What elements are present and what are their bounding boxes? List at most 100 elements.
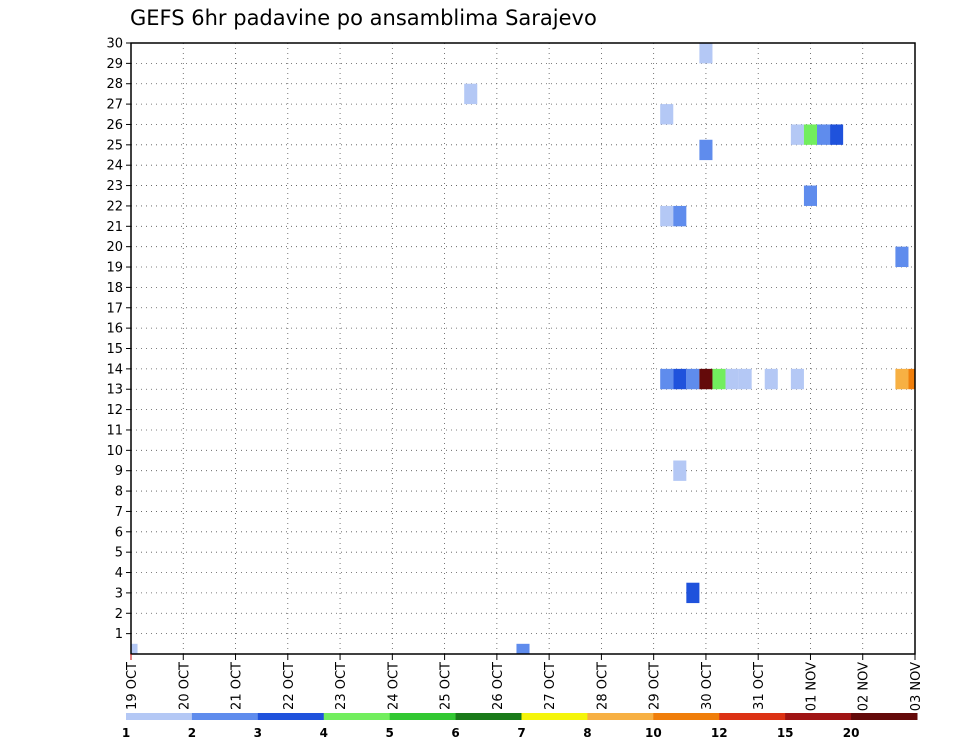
y-tick-label: 19 [106, 261, 123, 276]
y-tick-label: 5 [115, 546, 123, 561]
colorbar-swatch [719, 713, 786, 720]
colorbar-label: 3 [254, 726, 262, 740]
y-tick-label: 8 [115, 485, 123, 500]
y-tick-label: 4 [115, 566, 123, 581]
y-tick-label: 15 [106, 342, 123, 357]
colorbar-swatch [126, 713, 193, 720]
colorbar-label: 12 [711, 726, 728, 740]
colorbar-swatch [653, 713, 720, 720]
colorbar-swatch [587, 713, 654, 720]
x-tick-label: 28 OCT [595, 662, 610, 710]
data-cell [660, 205, 674, 227]
y-tick-label: 22 [106, 199, 123, 214]
x-tick-label: 01 NOV [804, 662, 819, 711]
colorbar-swatch [323, 713, 391, 720]
colorbar-label: 10 [645, 726, 662, 740]
y-tick-label: 11 [106, 423, 123, 438]
x-axis: 19 OCT 20 OCT 21 OCT 22 OCT 23 OCT 24 OCT 25 O… [125, 654, 924, 711]
data-cell [790, 124, 804, 145]
y-tick-label: 9 [115, 464, 123, 479]
y-tick-label: 2 [115, 607, 123, 622]
data-cell [817, 124, 831, 145]
y-tick-label: 25 [106, 138, 123, 153]
data-cell [686, 582, 700, 604]
data-cell [516, 643, 530, 654]
colorbar-swatch [851, 713, 918, 720]
grid [131, 42, 916, 654]
data-cell [699, 368, 713, 390]
colorbar: 1 2 3 4 5 6 7 8 10 12 15 20 [122, 713, 918, 740]
data-cell [712, 368, 726, 390]
data-cell [764, 368, 778, 390]
colorbar-label: 6 [451, 726, 459, 740]
data-cell [699, 43, 713, 64]
y-axis: 1234567891011121314151617181920212223242… [106, 37, 131, 642]
x-tick-label: 03 NOV [909, 662, 924, 711]
colorbar-swatch [521, 713, 588, 720]
data-cell [725, 368, 739, 390]
x-tick-label: 27 OCT [543, 662, 558, 710]
y-tick-label: 13 [106, 383, 123, 398]
y-tick-label: 10 [106, 444, 123, 459]
y-tick-label: 30 [106, 37, 123, 52]
y-tick-label: 18 [106, 281, 123, 296]
data-cell [830, 124, 844, 145]
x-tick-label: 23 OCT [334, 662, 349, 710]
data-cells [131, 43, 915, 654]
colorbar-label: 7 [517, 726, 525, 740]
colorbar-swatch [191, 713, 259, 720]
data-cell [738, 368, 752, 390]
colorbar-label: 2 [188, 726, 196, 740]
x-tick-label: 22 OCT [282, 662, 297, 710]
data-cell [673, 205, 687, 227]
data-cell [464, 83, 478, 105]
y-tick-label: 24 [106, 159, 123, 174]
data-cell [131, 643, 138, 654]
colorbar-swatch [455, 713, 522, 720]
y-tick-label: 17 [106, 301, 123, 316]
y-tick-label: 6 [115, 525, 123, 540]
x-tick-label: 02 NOV [857, 662, 872, 711]
colorbar-label: 15 [777, 726, 794, 740]
y-tick-label: 21 [106, 220, 123, 235]
x-tick-label: 20 OCT [177, 662, 192, 710]
colorbar-label: 20 [843, 726, 860, 740]
x-tick-label: 25 OCT [439, 662, 454, 710]
x-tick-label: 24 OCT [386, 662, 401, 710]
data-cell [673, 368, 687, 390]
data-cell [803, 185, 817, 206]
data-cell [660, 368, 674, 390]
x-tick-label: 30 OCT [700, 662, 715, 710]
y-tick-label: 20 [106, 240, 123, 255]
data-cell [673, 460, 687, 481]
data-cell [790, 368, 804, 390]
data-cell [686, 368, 700, 390]
data-cell [660, 104, 674, 125]
data-cell [895, 368, 909, 390]
colorbar-label: 1 [122, 726, 130, 740]
colorbar-label: 4 [320, 726, 328, 740]
data-cell [699, 139, 713, 161]
y-tick-label: 7 [115, 505, 123, 520]
y-tick-label: 28 [106, 77, 123, 92]
y-tick-label: 14 [106, 362, 123, 377]
x-tick-label: 29 OCT [648, 662, 663, 710]
data-cell [895, 246, 909, 268]
x-tick-label: 26 OCT [491, 662, 506, 710]
x-tick-label: 21 OCT [230, 662, 245, 710]
x-tick-label: 19 OCT [125, 662, 140, 710]
y-tick-label: 16 [106, 322, 123, 337]
y-tick-label: 3 [115, 586, 123, 601]
y-tick-label: 12 [106, 403, 123, 418]
colorbar-label: 5 [385, 726, 393, 740]
colorbar-swatch [389, 713, 457, 720]
y-tick-label: 27 [106, 98, 123, 113]
y-tick-label: 23 [106, 179, 123, 194]
chart-title: GEFS 6hr padavine po ansamblima Sarajevo [130, 6, 597, 30]
colorbar-swatch [785, 713, 852, 720]
colorbar-swatch [257, 713, 325, 720]
x-tick-label: 31 OCT [752, 662, 767, 710]
data-cell [908, 368, 915, 390]
y-tick-label: 1 [115, 627, 123, 642]
